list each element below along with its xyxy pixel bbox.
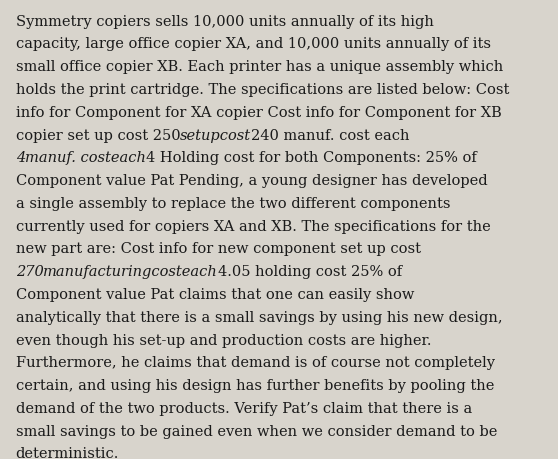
Text: certain, and using his design has further benefits by pooling the: certain, and using his design has furthe… bbox=[16, 378, 494, 392]
Text: 270: 270 bbox=[16, 264, 44, 279]
Text: 4 Holding cost for both Components: 25% of: 4 Holding cost for both Components: 25% … bbox=[146, 151, 477, 165]
Text: copier set up cost 250: copier set up cost 250 bbox=[16, 129, 180, 142]
Text: Component value Pat Pending, a young designer has developed: Component value Pat Pending, a young des… bbox=[16, 174, 487, 188]
Text: setupcost: setupcost bbox=[180, 129, 251, 142]
Text: manufacturingcosteach: manufacturingcosteach bbox=[44, 264, 218, 279]
Text: capacity, large office copier XA, and 10,000 units annually of its: capacity, large office copier XA, and 10… bbox=[16, 37, 490, 51]
Text: a single assembly to replace the two different components: a single assembly to replace the two dif… bbox=[16, 196, 450, 210]
Text: info for Component for XA copier Cost info for Component for XB: info for Component for XA copier Cost in… bbox=[16, 106, 502, 119]
Text: analytically that there is a small savings by using his new design,: analytically that there is a small savin… bbox=[16, 310, 502, 324]
Text: even though his set-up and production costs are higher.: even though his set-up and production co… bbox=[16, 333, 431, 347]
Text: Symmetry copiers sells 10,000 units annually of its high: Symmetry copiers sells 10,000 units annu… bbox=[16, 15, 434, 28]
Text: small office copier XB. Each printer has a unique assembly which: small office copier XB. Each printer has… bbox=[16, 60, 503, 74]
Text: currently used for copiers XA and XB. The specifications for the: currently used for copiers XA and XB. Th… bbox=[16, 219, 490, 233]
Text: deterministic.: deterministic. bbox=[16, 446, 119, 459]
Text: 4: 4 bbox=[16, 151, 25, 165]
Text: 4.05 holding cost 25% of: 4.05 holding cost 25% of bbox=[218, 264, 402, 279]
Text: small savings to be gained even when we consider demand to be: small savings to be gained even when we … bbox=[16, 424, 497, 437]
Text: holds the print cartridge. The specifications are listed below: Cost: holds the print cartridge. The specifica… bbox=[16, 83, 509, 97]
Text: 240 manuf. cost each: 240 manuf. cost each bbox=[251, 129, 410, 142]
Text: demand of the two products. Verify Pat’s claim that there is a: demand of the two products. Verify Pat’s… bbox=[16, 401, 472, 415]
Text: manuf. costeach: manuf. costeach bbox=[25, 151, 146, 165]
Text: new part are: Cost info for new component set up cost: new part are: Cost info for new componen… bbox=[16, 242, 421, 256]
Text: Component value Pat claims that one can easily show: Component value Pat claims that one can … bbox=[16, 287, 414, 301]
Text: Furthermore, he claims that demand is of course not completely: Furthermore, he claims that demand is of… bbox=[16, 356, 494, 369]
